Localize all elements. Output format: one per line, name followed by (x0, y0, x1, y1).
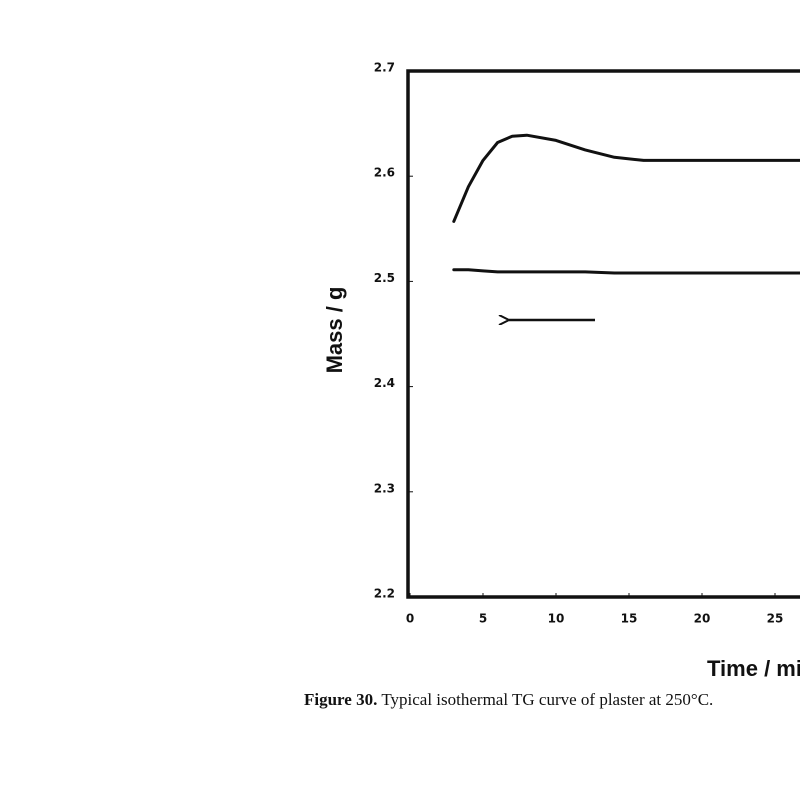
x-tick-label: 20 (694, 612, 711, 626)
data-line (452, 133, 800, 223)
caption: Figure 30. Typical isothermal TG curve o… (304, 690, 713, 709)
x-axis-label: Time / min (707, 656, 800, 681)
y-axis-label: Mass / g (322, 287, 347, 374)
y-tick-label: 2.4 (374, 376, 395, 390)
caption-text: Typical isothermal TG curve of plaster a… (381, 690, 713, 709)
plot-frame (406, 69, 800, 599)
data-line (452, 268, 800, 275)
x-tick-label: 15 (621, 612, 638, 626)
x-tick-label: 0 (406, 612, 414, 626)
x-tick-label: 10 (548, 612, 565, 626)
y-tick-label: 2.6 (374, 166, 395, 180)
y-tick-label: 2.7 (374, 61, 395, 75)
y-tick-label: 2.3 (374, 481, 395, 495)
x-tick-label: 25 (767, 612, 784, 626)
y-tick-label: 2.5 (374, 271, 395, 285)
x-tick-label: 5 (479, 612, 487, 626)
y-tick-label: 2.2 (374, 587, 395, 601)
caption-label: Figure 30. (304, 690, 377, 709)
